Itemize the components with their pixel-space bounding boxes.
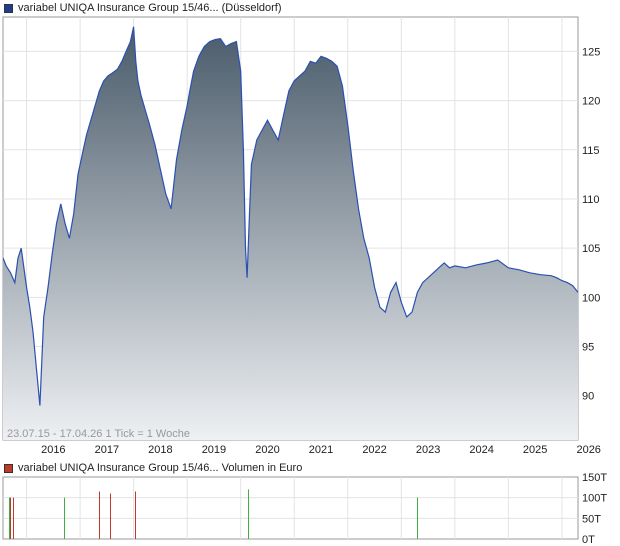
volume-chart: 0T 50T 100T 150T xyxy=(2,472,607,546)
price-chart: 23.07.15 - 17.04.26 1 Tick = 1 Woche 201… xyxy=(2,16,601,456)
volume-grid xyxy=(3,477,578,539)
x-tick-label: 2021 xyxy=(309,444,333,456)
y-tick-label: 120 xyxy=(582,96,600,108)
volume-bars xyxy=(9,489,418,539)
date-range-info: 23.07.15 - 17.04.26 1 Tick = 1 Woche xyxy=(7,428,190,440)
volume-plot-frame xyxy=(2,476,579,540)
y-tick-label: 125 xyxy=(582,46,600,58)
x-tick-label: 2026 xyxy=(576,444,600,456)
y-tick-label: 115 xyxy=(582,145,600,157)
y-tick-label: 110 xyxy=(582,194,600,206)
y-tick-label: 90 xyxy=(582,391,594,403)
volume-tick-label: 0T xyxy=(582,534,595,546)
x-tick-label: 2020 xyxy=(255,444,279,456)
y-tick-label: 100 xyxy=(582,292,600,304)
x-tick-label: 2019 xyxy=(202,444,226,456)
price-area xyxy=(3,26,578,440)
volume-legend-swatch xyxy=(4,463,13,473)
price-legend-swatch xyxy=(4,3,13,13)
x-tick-label: 2023 xyxy=(416,444,440,456)
x-tick-label: 2017 xyxy=(95,444,119,456)
volume-tick-label: 150T xyxy=(582,472,607,484)
y-tick-label: 105 xyxy=(582,243,600,255)
price-x-axis: 2016 2017 2018 2019 2020 2021 2022 2023 2024 2025… xyxy=(41,444,601,456)
volume-tick-label: 100T xyxy=(582,493,607,505)
x-tick-label: 2025 xyxy=(523,444,547,456)
price-line xyxy=(3,26,578,406)
y-tick-label: 95 xyxy=(582,342,594,354)
x-tick-label: 2022 xyxy=(362,444,386,456)
price-legend-label: variabel UNIQA Insurance Group 15/46... … xyxy=(18,2,282,14)
volume-tick-label: 50T xyxy=(582,513,601,525)
price-y-axis: 90 95 100 105 110 115 120 125 xyxy=(582,46,600,402)
x-tick-label: 2016 xyxy=(41,444,65,456)
volume-y-axis: 0T 50T 100T 150T xyxy=(582,472,607,546)
volume-legend-label: variabel UNIQA Insurance Group 15/46... … xyxy=(18,462,303,474)
volume-legend: variabel UNIQA Insurance Group 15/46... … xyxy=(4,461,302,475)
price-legend: variabel UNIQA Insurance Group 15/46... … xyxy=(4,1,282,15)
x-tick-label: 2024 xyxy=(469,444,493,456)
x-tick-label: 2018 xyxy=(148,444,172,456)
